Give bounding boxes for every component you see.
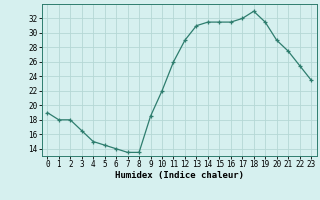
X-axis label: Humidex (Indice chaleur): Humidex (Indice chaleur) xyxy=(115,171,244,180)
